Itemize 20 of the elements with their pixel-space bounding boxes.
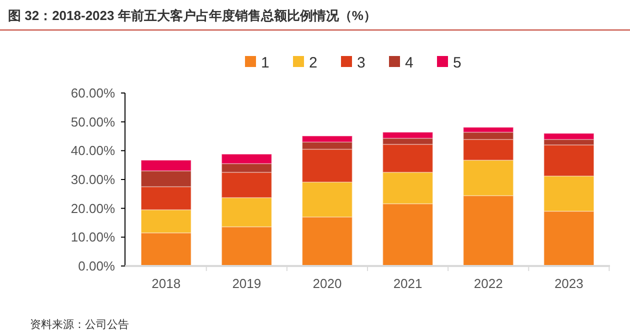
x-tick-label: 2022	[474, 276, 503, 291]
legend-label: 1	[261, 54, 270, 72]
y-tick-label: 20.00%	[70, 200, 116, 216]
y-tick-label: 10.00%	[70, 230, 116, 245]
legend-label: 3	[357, 54, 366, 72]
chart-title: 图 32：2018-2023 年前五大客户占年度销售总额比例情况（%）	[8, 8, 376, 23]
text: 资料来源：公司公告	[30, 318, 129, 331]
y-tick-label: 60.00%	[70, 86, 116, 101]
y-tick-label: 50.00%	[70, 114, 116, 130]
y-tick-label: 0.00%	[78, 258, 116, 274]
x-tick-label: 2019	[232, 276, 262, 291]
y-tick-label: 30.00%	[70, 172, 116, 188]
x-tick-label: 2018	[152, 276, 181, 291]
x-tick-label: 2023	[554, 276, 584, 291]
x-tick-label: 2020	[312, 276, 342, 291]
legend-label: 4	[405, 54, 414, 72]
legend-label: 2	[309, 54, 318, 72]
x-tick-label: 2021	[393, 276, 422, 291]
legend-label: 5	[453, 54, 462, 72]
y-tick-label: 40.00%	[70, 143, 116, 158]
